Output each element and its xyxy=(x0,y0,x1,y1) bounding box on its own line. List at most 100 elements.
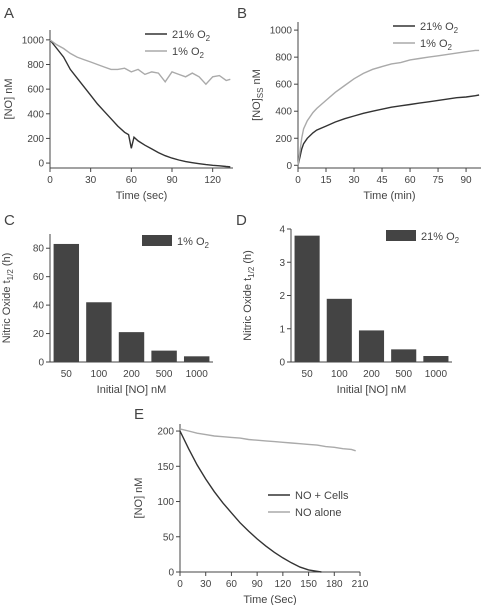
legend-swatch xyxy=(386,230,416,241)
panel-label: B xyxy=(237,5,247,22)
y-tick-label: 800 xyxy=(275,53,292,64)
legend-label: 1% O2 xyxy=(177,236,210,250)
bar-1000 xyxy=(183,356,210,362)
x-tick-label: 500 xyxy=(395,369,412,380)
bar-50 xyxy=(53,243,80,362)
y-tick-label: 0 xyxy=(279,358,285,369)
legend-label: 21% O2 xyxy=(421,231,460,245)
x-tick-label: 120 xyxy=(204,175,221,186)
x-tick-label: 0 xyxy=(295,175,301,186)
legend-label-0: 21% O2 xyxy=(172,29,211,43)
y-tick-label: 20 xyxy=(33,329,45,340)
y-axis-title: [NO]SS nM xyxy=(251,69,265,121)
x-tick-label: 30 xyxy=(85,175,97,186)
x-tick-label: 180 xyxy=(326,579,343,590)
bar-1000 xyxy=(423,356,449,362)
legend-label-1: 1% O2 xyxy=(420,38,453,52)
y-tick-label: 600 xyxy=(275,80,292,91)
x-tick-label: 30 xyxy=(348,175,360,186)
panel-c: C 0 20 40 60 80 50 100 200 500 1000 1% O2 Initial [N… xyxy=(1,212,213,396)
y-tick-label: 0 xyxy=(286,161,292,172)
y-tick-label: 400 xyxy=(275,107,292,118)
x-tick-label: 30 xyxy=(200,579,212,590)
y-tick-label: 800 xyxy=(27,60,44,71)
x-tick-label: 210 xyxy=(352,579,369,590)
y-tick-label: 0 xyxy=(168,568,174,579)
bar-500 xyxy=(151,350,177,362)
y-tick-label: 100 xyxy=(157,497,174,508)
bar-100 xyxy=(326,298,352,362)
y-axis-title: Nitric Oxide t1/2 (h) xyxy=(1,253,15,344)
panel-label: C xyxy=(4,212,15,229)
bar-200 xyxy=(118,332,145,362)
legend-label-1: 1% O2 xyxy=(172,46,205,60)
series-line-1 xyxy=(179,428,356,452)
x-tick-label: 60 xyxy=(226,579,238,590)
x-axis-title: Time (min) xyxy=(363,190,415,202)
x-tick-label: 150 xyxy=(300,579,317,590)
x-tick-label: 90 xyxy=(166,175,178,186)
x-tick-label: 0 xyxy=(177,579,183,590)
x-tick-label: 50 xyxy=(61,369,73,380)
y-tick-label: 1000 xyxy=(270,26,293,37)
x-tick-label: 60 xyxy=(126,175,138,186)
x-tick-label: 45 xyxy=(376,175,388,186)
y-tick-label: 2 xyxy=(279,291,285,302)
y-tick-label: 600 xyxy=(27,85,44,96)
panel-a: A 0 30 60 90 120 0 200 400 600 800 1000 21% O2 1% O2 T… xyxy=(3,5,233,202)
panel-label: D xyxy=(236,212,247,229)
x-axis-title: Initial [NO] nM xyxy=(337,384,407,396)
x-axis-title: Time (Sec) xyxy=(243,594,296,605)
y-tick-label: 50 xyxy=(163,532,175,543)
x-tick-label: 90 xyxy=(460,175,472,186)
panel-b: B 0 15 30 45 60 75 90 0 200 400 600 800 1000 21% O2 1% … xyxy=(237,5,481,202)
panel-label: A xyxy=(4,5,14,22)
x-tick-label: 1000 xyxy=(186,369,209,380)
panel-label: E xyxy=(134,406,144,423)
x-tick-label: 15 xyxy=(320,175,332,186)
x-axis-title: Time (sec) xyxy=(116,190,168,202)
x-tick-label: 1000 xyxy=(425,369,448,380)
legend-label-0: 21% O2 xyxy=(420,21,459,35)
y-tick-label: 80 xyxy=(33,244,45,255)
legend-label-1: NO alone xyxy=(295,507,341,519)
series-line-0 xyxy=(179,430,322,573)
y-tick-label: 150 xyxy=(157,462,174,473)
y-tick-label: 200 xyxy=(157,427,174,438)
bar-100 xyxy=(86,302,112,362)
x-tick-label: 100 xyxy=(91,369,108,380)
y-tick-label: 200 xyxy=(27,134,44,145)
x-tick-label: 200 xyxy=(363,369,380,380)
panel-d: D 0 1 2 3 4 50 100 200 500 1000 21% O2 Initial [NO] … xyxy=(236,212,460,396)
x-tick-label: 0 xyxy=(47,175,53,186)
y-tick-label: 4 xyxy=(279,225,285,236)
series-line-1 xyxy=(297,49,480,166)
legend-label-0: NO + Cells xyxy=(295,490,349,502)
legend-swatch xyxy=(142,235,172,246)
y-axis-title: [NO] nM xyxy=(3,79,15,120)
x-tick-label: 200 xyxy=(123,369,140,380)
y-tick-label: 400 xyxy=(27,109,44,120)
bar-500 xyxy=(391,349,417,362)
bar-200 xyxy=(358,330,385,362)
series-line-0 xyxy=(297,94,480,166)
x-tick-label: 60 xyxy=(404,175,416,186)
y-tick-label: 40 xyxy=(33,301,45,312)
panel-e: E 0 30 60 90 120 150 180 210 0 50 100 150 200 NO + Cel… xyxy=(133,406,369,605)
y-tick-label: 0 xyxy=(38,358,44,369)
y-tick-label: 1 xyxy=(279,324,285,335)
x-tick-label: 500 xyxy=(156,369,173,380)
series-line-0 xyxy=(49,39,231,168)
y-axis-title: Nitric Oxide t1/2 (h) xyxy=(242,250,256,341)
x-tick-label: 120 xyxy=(275,579,292,590)
y-tick-label: 0 xyxy=(38,159,44,170)
y-tick-label: 1000 xyxy=(22,35,45,46)
series-line-1 xyxy=(49,39,231,86)
y-axis-title: [NO] nM xyxy=(133,478,145,519)
y-tick-label: 60 xyxy=(33,272,45,283)
x-tick-label: 100 xyxy=(331,369,348,380)
x-tick-label: 90 xyxy=(252,579,264,590)
y-tick-label: 200 xyxy=(275,134,292,145)
x-tick-label: 75 xyxy=(432,175,444,186)
